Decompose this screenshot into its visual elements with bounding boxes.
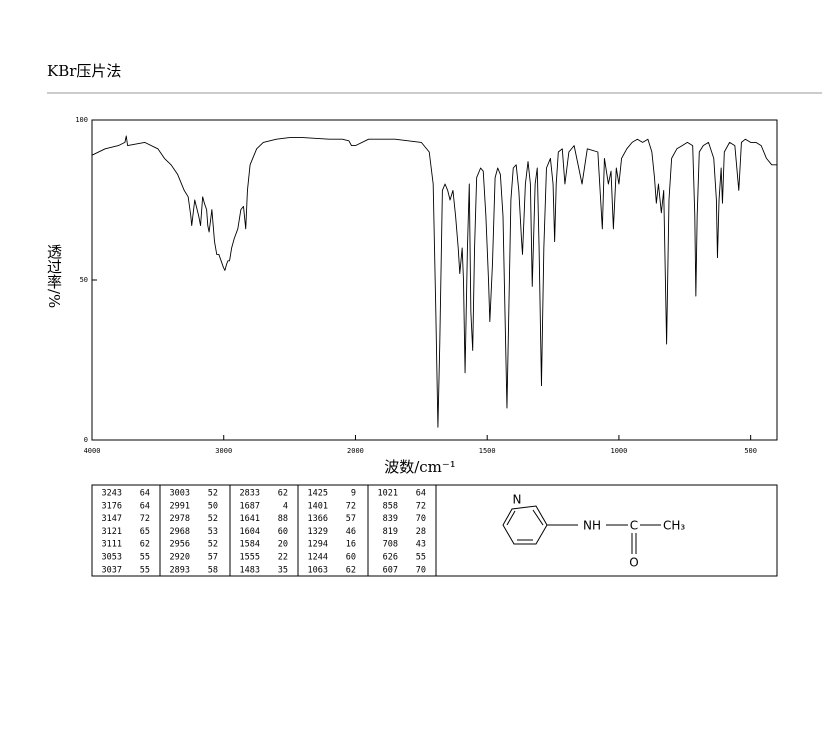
y-tick-label: 100 [75,116,88,124]
table-dividers [159,485,437,576]
peak-wavenumber: 1063 [308,565,328,575]
peak-transmittance: 65 [140,527,150,537]
atom-label: C [630,519,638,533]
atom-label: N [513,493,522,507]
x-tick-label: 4000 [84,447,101,455]
peak-wavenumber: 708 [383,540,398,550]
atom-label: CH₃ [663,519,685,533]
x-tick-label: 2000 [347,447,364,455]
peak-transmittance: 88 [278,514,288,524]
peak-wavenumber: 1604 [240,527,260,537]
peak-transmittance: 22 [278,553,288,563]
peak-wavenumber: 1021 [378,489,398,499]
peak-wavenumber: 1584 [240,540,260,550]
peak-wavenumber: 3111 [102,540,122,550]
peak-transmittance: 70 [416,514,426,524]
peak-wavenumber: 3037 [102,565,122,575]
peak-wavenumber: 858 [383,501,398,511]
peak-transmittance: 43 [416,540,426,550]
peak-wavenumber: 2956 [170,540,190,550]
peak-transmittance: 46 [346,527,356,537]
peak-transmittance: 55 [416,553,426,563]
peak-transmittance: 20 [278,540,288,550]
peak-wavenumber: 1687 [240,501,260,511]
peak-transmittance: 62 [278,489,288,499]
peak-transmittance: 64 [140,489,150,499]
peak-wavenumber: 2893 [170,565,190,575]
peak-transmittance: 60 [346,553,356,563]
peak-wavenumber: 3147 [102,514,122,524]
peak-wavenumber: 1294 [308,540,328,550]
peak-wavenumber: 2978 [170,514,190,524]
peak-wavenumber: 3053 [102,553,122,563]
peak-wavenumber: 626 [383,553,398,563]
peak-wavenumber: 1329 [308,527,328,537]
peak-transmittance: 9 [351,489,356,499]
x-tick-label: 1500 [479,447,496,455]
peak-transmittance: 64 [416,489,426,499]
peak-transmittance: 28 [416,527,426,537]
peak-transmittance: 57 [208,553,218,563]
peak-transmittance: 16 [346,540,356,550]
peak-transmittance: 72 [346,501,356,511]
peak-transmittance: 55 [140,553,150,563]
peak-transmittance: 72 [140,514,150,524]
peak-transmittance: 64 [140,501,150,511]
y-axis-label: 透过率/% [45,244,63,309]
peak-transmittance: 62 [346,565,356,575]
atom-bg [511,493,523,506]
peak-transmittance: 53 [208,527,218,537]
peak-wavenumber: 3176 [102,501,122,511]
peak-transmittance: 58 [208,565,218,575]
y-tick-label: 50 [80,276,88,284]
peak-wavenumber: 2920 [170,553,190,563]
title: KBr压片法 [47,62,121,80]
peak-wavenumber: 1641 [240,514,260,524]
peak-wavenumber: 1366 [308,514,328,524]
peak-wavenumber: 1555 [240,553,260,563]
peak-transmittance: 60 [278,527,288,537]
peak-transmittance: 4 [283,501,288,511]
spectrum-line [91,135,777,428]
peak-transmittance: 72 [416,501,426,511]
peak-transmittance: 55 [140,565,150,575]
peak-wavenumber: 1244 [308,553,328,563]
y-tick-label: 0 [84,436,88,444]
molecule-bonds [502,505,661,554]
peak-transmittance: 50 [208,501,218,511]
peak-wavenumber: 839 [383,514,398,524]
peak-wavenumber: 1401 [308,501,328,511]
peak-transmittance: 52 [208,514,218,524]
atom-label: NH [583,519,601,533]
peak-wavenumber: 3121 [102,527,122,537]
peak-wavenumber: 1425 [308,489,328,499]
peak-wavenumber: 2833 [240,489,260,499]
peak-transmittance: 62 [140,540,150,550]
x-tick-label: 500 [744,447,757,455]
peak-transmittance: 52 [208,489,218,499]
x-tick-label: 1000 [610,447,627,455]
peak-wavenumber: 819 [383,527,398,537]
peak-wavenumber: 1483 [240,565,260,575]
peak-wavenumber: 2968 [170,527,190,537]
peak-wavenumber: 3243 [102,489,122,499]
peak-wavenumber: 2991 [170,501,190,511]
atom-label: O [629,556,638,570]
peak-transmittance: 52 [208,540,218,550]
peak-wavenumber: 607 [383,565,398,575]
plot-frame [91,119,778,441]
peak-transmittance: 35 [278,565,288,575]
x-tick-label: 3000 [215,447,232,455]
peak-transmittance: 57 [346,514,356,524]
peak-wavenumber: 3003 [170,489,190,499]
peak-transmittance: 70 [416,565,426,575]
table-frame [91,484,778,577]
x-axis-label: 波数/cm⁻¹ [384,458,456,476]
